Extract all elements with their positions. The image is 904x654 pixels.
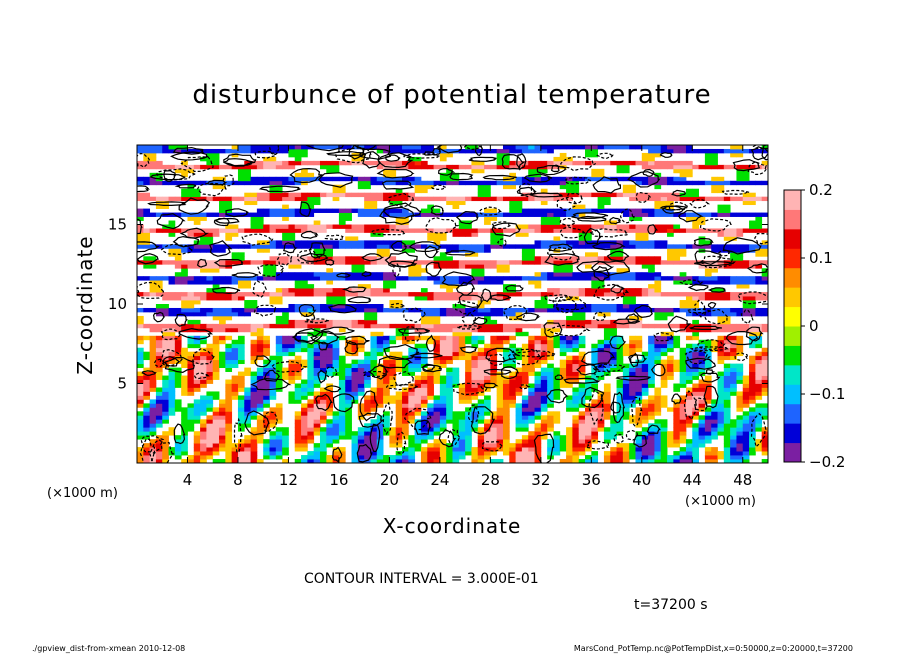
colorbar-tick-label: 0	[809, 317, 819, 335]
colorbar-swatch	[784, 248, 801, 269]
colorbar-tick-label: −0.2	[809, 453, 845, 471]
contour-lines	[137, 145, 768, 463]
y-tick-label: 15	[108, 216, 127, 234]
footer-right: MarsCond_PotTemp.nc@PotTempDist,x=0:5000…	[574, 644, 853, 653]
colorbar-swatch	[784, 403, 801, 424]
colorbar-swatch	[784, 364, 801, 385]
x-axis: 4 8 12 16 20 24 28 32 36 40 44 48	[183, 145, 752, 489]
y-axis: 5 10 15	[108, 216, 768, 393]
footer-left: ./gpview_dist-from-xmean 2010-12-08	[32, 644, 185, 653]
x-tick-label: 40	[632, 471, 651, 489]
colorbar-swatch	[784, 306, 801, 327]
x-tick-label: 28	[481, 471, 500, 489]
colorbar-tick-label: −0.1	[809, 385, 845, 403]
x-tick-label: 32	[531, 471, 550, 489]
x-tick-label: 16	[329, 471, 348, 489]
y-tick-label: 10	[108, 295, 127, 313]
y-tick-label: 5	[117, 375, 127, 393]
colorbar-swatch	[784, 442, 801, 463]
colorbar-tick-label: 0.2	[809, 181, 833, 199]
colorbar-swatch	[784, 384, 801, 405]
colorbar-swatch	[784, 190, 801, 210]
time-label: t=37200 s	[634, 597, 708, 613]
x-axis-title: X-coordinate	[383, 514, 522, 538]
x-tick-label: 24	[430, 471, 449, 489]
x-unit-left: (×1000 m)	[47, 486, 118, 501]
colorbar-ticks: 0.2 0.1 0 −0.1 −0.2	[801, 181, 845, 471]
contour-interval: CONTOUR INTERVAL = 3.000E-01	[304, 571, 539, 587]
x-tick-label: 44	[683, 471, 702, 489]
temperature-field	[137, 145, 768, 463]
colorbar-swatch	[784, 423, 801, 444]
x-tick-label: 48	[733, 471, 752, 489]
colorbar	[784, 190, 801, 463]
x-tick-label: 36	[582, 471, 601, 489]
x-tick-label: 12	[279, 471, 298, 489]
x-tick-label: 20	[380, 471, 399, 489]
chart-title: disturbunce of potential temperature	[192, 80, 711, 110]
x-tick-label: 4	[183, 471, 193, 489]
x-unit-right: (×1000 m)	[685, 494, 756, 509]
colorbar-swatch	[784, 345, 801, 366]
x-tick-label: 8	[233, 471, 243, 489]
colorbar-tick-label: 0.1	[809, 249, 833, 267]
colorbar-swatch	[784, 209, 801, 230]
colorbar-swatch	[784, 326, 801, 346]
y-axis-title: Z-coordinate	[73, 235, 97, 374]
colorbar-swatch	[784, 228, 801, 249]
colorbar-swatch	[784, 287, 801, 308]
colorbar-swatch	[784, 267, 801, 288]
